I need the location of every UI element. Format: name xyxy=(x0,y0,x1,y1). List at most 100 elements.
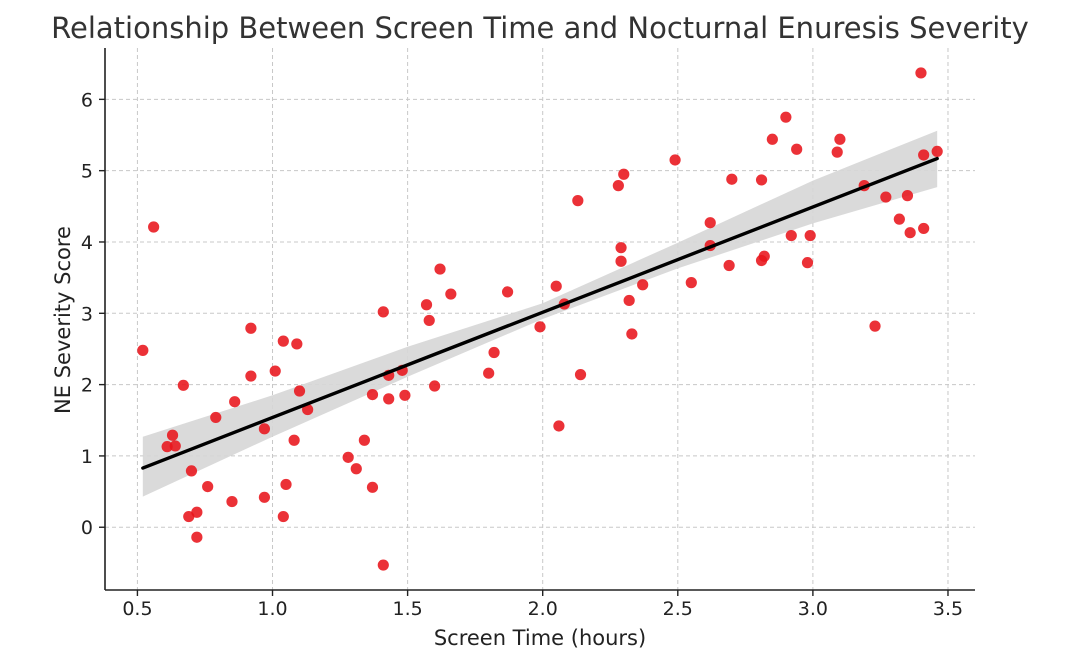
data-point xyxy=(785,229,797,242)
x-axis-label: Screen Time (hours) xyxy=(434,626,646,650)
data-point xyxy=(931,145,943,158)
data-point xyxy=(161,441,173,453)
y-tick-label: 2 xyxy=(81,375,93,397)
data-point xyxy=(615,242,627,254)
x-tick-label: 1.5 xyxy=(392,598,422,620)
data-point xyxy=(572,195,584,207)
data-point xyxy=(791,143,803,155)
data-point xyxy=(245,370,257,382)
data-point xyxy=(137,344,149,356)
data-point xyxy=(377,306,389,318)
data-point xyxy=(177,379,189,391)
data-point xyxy=(755,174,768,186)
data-point xyxy=(615,255,627,267)
data-point xyxy=(350,463,362,475)
data-point xyxy=(293,385,306,397)
data-point xyxy=(831,146,843,158)
axes-layer: 0.5 1.0 1.5 2.0 2.5 3.0 3.5 0 1 2 3 4 5 6 xyxy=(81,48,975,620)
data-point xyxy=(834,133,846,145)
data-point xyxy=(291,338,303,350)
data-point xyxy=(383,393,395,405)
data-point xyxy=(245,322,257,334)
data-point xyxy=(229,396,241,408)
data-point xyxy=(377,559,389,571)
data-point xyxy=(191,506,203,518)
data-point xyxy=(358,434,370,446)
data-point xyxy=(758,250,770,262)
x-tick-label: 2.0 xyxy=(528,598,558,620)
points-layer xyxy=(137,67,943,571)
data-point xyxy=(918,149,930,161)
data-point xyxy=(534,321,546,333)
data-point xyxy=(210,411,222,424)
data-point xyxy=(780,111,792,123)
x-tick-label: 3.5 xyxy=(933,598,963,620)
data-point xyxy=(483,367,495,379)
data-point xyxy=(366,481,379,493)
x-tick-label: 3.0 xyxy=(798,598,828,620)
data-point xyxy=(685,277,697,289)
data-point xyxy=(550,280,562,292)
data-point xyxy=(185,465,198,477)
data-point xyxy=(258,423,271,435)
data-point xyxy=(574,369,587,381)
data-point xyxy=(366,388,379,401)
data-point xyxy=(801,257,814,269)
data-point xyxy=(612,180,624,192)
y-tick-label: 5 xyxy=(81,161,93,183)
y-tick-label: 1 xyxy=(81,446,93,468)
data-point xyxy=(669,154,681,166)
data-point xyxy=(423,314,435,327)
x-tick-label: 0.5 xyxy=(122,598,152,620)
data-point xyxy=(918,222,930,235)
data-point xyxy=(399,389,411,401)
data-point xyxy=(280,478,292,491)
data-point xyxy=(277,510,289,523)
data-point xyxy=(618,168,630,180)
data-point xyxy=(277,335,289,347)
data-point xyxy=(904,227,916,239)
y-tick-label: 3 xyxy=(81,303,93,325)
y-tick-label: 6 xyxy=(81,89,93,111)
data-point xyxy=(166,429,179,441)
data-point xyxy=(626,328,638,340)
data-point xyxy=(804,229,816,242)
data-point xyxy=(704,217,716,229)
data-point xyxy=(342,451,354,463)
data-point xyxy=(148,221,160,233)
data-point xyxy=(226,495,238,508)
y-tick-label: 4 xyxy=(81,232,93,254)
data-point xyxy=(258,491,271,503)
data-point xyxy=(202,480,214,493)
data-point xyxy=(169,440,181,452)
data-point xyxy=(445,288,457,300)
data-point xyxy=(766,133,778,145)
x-tick-label: 2.5 xyxy=(663,598,693,620)
data-point xyxy=(191,531,203,543)
y-tick-label: 0 xyxy=(81,517,93,539)
data-point xyxy=(880,191,892,203)
data-point xyxy=(915,67,927,79)
y-axis-label: NE Severity Score xyxy=(51,226,75,414)
data-point xyxy=(637,279,649,291)
data-point xyxy=(288,434,300,446)
data-point xyxy=(726,173,738,185)
data-point xyxy=(269,365,281,377)
data-point xyxy=(420,299,433,311)
data-point xyxy=(869,320,881,332)
fit-line-layer xyxy=(141,156,939,470)
data-point xyxy=(893,213,905,225)
data-point xyxy=(434,263,446,275)
data-point xyxy=(553,420,565,432)
x-tick-label: 1.0 xyxy=(257,598,287,620)
chart-title: Relationship Between Screen Time and Noc… xyxy=(51,11,1029,45)
data-point xyxy=(429,380,441,392)
data-point xyxy=(501,286,514,298)
regression-line xyxy=(141,156,939,470)
data-point xyxy=(623,294,635,307)
data-point xyxy=(488,346,500,359)
data-point xyxy=(723,259,735,272)
data-point xyxy=(901,190,914,202)
